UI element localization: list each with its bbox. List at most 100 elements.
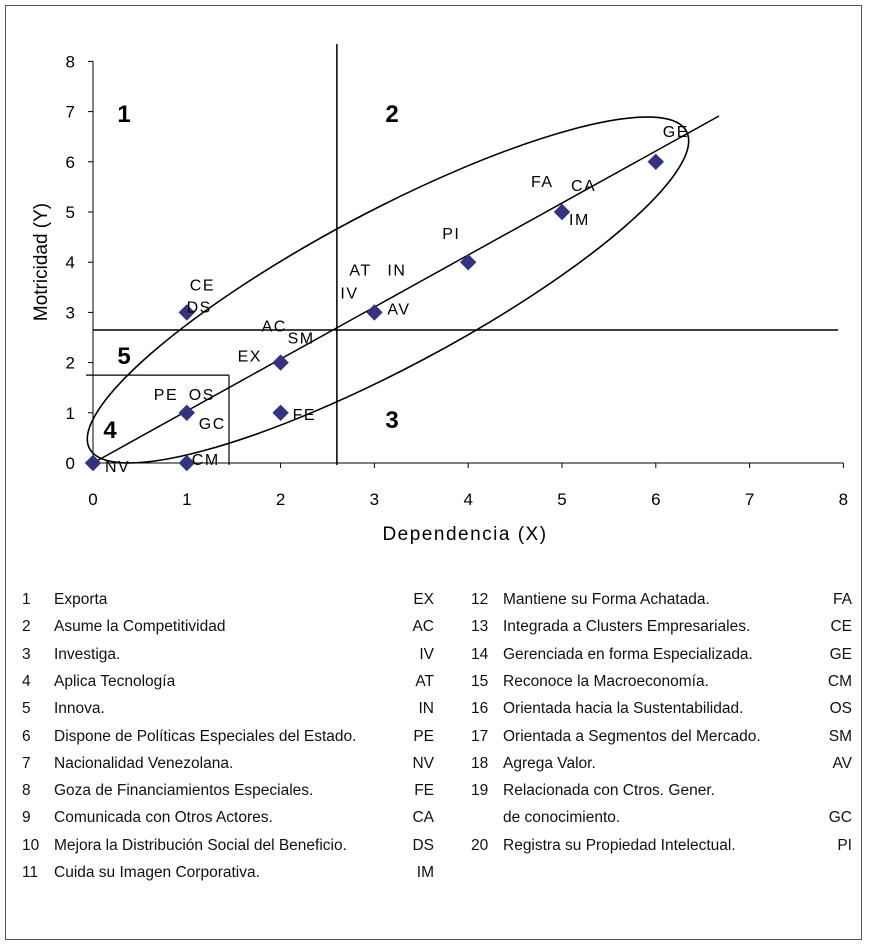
legend-description: Mejora la Distribución Social del Benefi… xyxy=(54,836,347,854)
y-axis-title: Motricidad (Y) xyxy=(31,203,52,321)
legend-row: 17 Orientada a Segmentos del Mercado. SM xyxy=(471,726,852,748)
legend-code: EX xyxy=(413,591,434,608)
legend-number: 15 xyxy=(471,672,489,690)
legend-number: 9 xyxy=(22,809,31,827)
trend-line xyxy=(92,115,720,464)
legend-description: Orientada hacia la Sustentabilidad. xyxy=(503,700,744,718)
x-axis-title: Dependencia (X) xyxy=(382,524,547,545)
point-label-pi: PI xyxy=(442,226,460,243)
data-point-0-0 xyxy=(84,454,102,472)
legend-code: AC xyxy=(412,618,434,636)
legend-description: Reconoce la Macroeconomía. xyxy=(503,672,709,690)
legend-description: Orientada a Segmentos del Mercado. xyxy=(503,727,761,745)
legend-code: NV xyxy=(412,754,434,772)
y-tick-label: 2 xyxy=(66,354,75,373)
legend-row: de conocimiento. GC xyxy=(471,807,852,829)
legend-description: Agrega Valor. xyxy=(503,754,596,772)
legend-code: IV xyxy=(419,645,434,663)
legend-code: CA xyxy=(412,809,434,827)
legend-row: 14 Gerenciada en forma Especializada. GE xyxy=(471,644,852,666)
legend-description: Comunicada con Otros Actores. xyxy=(54,809,273,827)
point-label-sm: SM xyxy=(288,331,315,348)
y-tick-label: 5 xyxy=(66,203,75,222)
legend-row: 2 Asume la Competitividad AC xyxy=(22,616,434,638)
legend-number: 20 xyxy=(471,836,489,854)
legend-number: 8 xyxy=(22,782,31,800)
legend-row: 13 Integrada a Clusters Empresariales. CE xyxy=(471,616,852,638)
legend-row: 5 Innova. IN xyxy=(22,698,434,720)
legend-row: 7 Nacionalidad Venezolana. NV xyxy=(22,753,434,775)
legend-number: 14 xyxy=(471,645,489,663)
legend-description: Mantiene su Forma Achatada. xyxy=(503,591,710,608)
legend-number: 17 xyxy=(471,727,489,745)
legend-row: 8 Goza de Financiamientos Especiales. FE xyxy=(22,780,434,802)
y-tick-label: 8 xyxy=(66,52,75,71)
legend-row: 19 Relacionada con Ctros. Gener. xyxy=(471,780,852,802)
legend-description: Gerenciada en forma Especializada. xyxy=(503,645,753,663)
zone-number-2: 2 xyxy=(385,101,398,128)
legend-number: 10 xyxy=(22,836,40,854)
x-tick-label: 1 xyxy=(182,490,191,509)
legend-code: DS xyxy=(412,836,434,854)
x-tick-label: 0 xyxy=(88,490,97,509)
legend-code: FA xyxy=(833,591,852,608)
data-point-1-3 xyxy=(178,304,196,321)
y-tick-label: 6 xyxy=(66,153,75,172)
legend-code: AV xyxy=(832,754,852,772)
legend-number: 7 xyxy=(22,754,31,772)
data-point-4-4 xyxy=(459,253,477,271)
point-label-im: IM xyxy=(569,212,590,229)
enclosing-ellipse xyxy=(86,116,690,464)
legend-description: Investiga. xyxy=(54,645,121,663)
legend-code: IN xyxy=(418,700,435,718)
data-point-5-5 xyxy=(553,203,571,221)
point-label-ca: CA xyxy=(571,178,596,195)
legend-code: SM xyxy=(828,727,852,745)
legend-code: CE xyxy=(830,618,852,636)
legend-code: CM xyxy=(827,672,852,690)
point-label-in: IN xyxy=(387,262,406,279)
legend-description: Nacionalidad Venezolana. xyxy=(54,754,234,772)
x-tick-label: 8 xyxy=(839,490,848,509)
legend-code: PI xyxy=(837,836,852,854)
legend-code: IM xyxy=(416,864,434,881)
legend-row: 16 Orientada hacia la Sustentabilidad. OS xyxy=(471,698,852,720)
legend-description: Integrada a Clusters Empresariales. xyxy=(503,618,751,636)
legend-number: 18 xyxy=(471,754,489,772)
legend-number: 11 xyxy=(22,864,39,881)
legend-row: 10 Mejora la Distribución Social del Bene… xyxy=(22,835,434,857)
figure-frame xyxy=(5,5,862,940)
data-point-3-3 xyxy=(366,304,383,321)
point-label-ds: DS xyxy=(187,300,212,317)
point-label-ge: GE xyxy=(663,124,689,141)
legend-row: 15 Reconoce la Macroeconomía. CM xyxy=(471,671,852,693)
data-point-1-0 xyxy=(178,454,196,472)
data-point-1-1 xyxy=(178,404,196,422)
legend-description: Relacionada con Ctros. Gener. xyxy=(503,782,715,800)
y-tick-label: 0 xyxy=(66,454,75,473)
zone-number-5: 5 xyxy=(117,343,130,370)
legend-number: 1 xyxy=(22,591,31,608)
legend-row: 4 Aplica Tecnología AT xyxy=(22,671,434,693)
legend-row: 6 Dispone de Políticas Especiales del Est… xyxy=(22,726,434,748)
point-label-fe: FE xyxy=(293,407,316,424)
legend-row: 12 Mantiene su Forma Achatada. FA xyxy=(471,589,852,611)
point-label-pe: PE xyxy=(154,387,178,404)
legend-code: PE xyxy=(413,727,434,745)
data-point-2-2 xyxy=(272,354,289,371)
point-label-nv: NV xyxy=(105,459,130,476)
legend-code: GC xyxy=(828,809,852,827)
legend-number: 4 xyxy=(22,672,31,690)
legend-description: Innova. xyxy=(54,700,105,718)
x-tick-label: 7 xyxy=(745,490,754,509)
point-label-ac: AC xyxy=(262,319,287,336)
legend-description: Aplica Tecnología xyxy=(54,672,176,690)
legend-number: 16 xyxy=(471,700,489,718)
point-label-av: AV xyxy=(387,301,410,318)
legend-code: FE xyxy=(414,782,434,800)
legend-number: 2 xyxy=(22,618,31,636)
x-tick-label: 4 xyxy=(463,490,472,509)
y-tick-label: 3 xyxy=(66,303,75,322)
legend-number: 19 xyxy=(471,782,489,800)
legend-description: Registra su Propiedad Intelectual. xyxy=(503,836,736,854)
